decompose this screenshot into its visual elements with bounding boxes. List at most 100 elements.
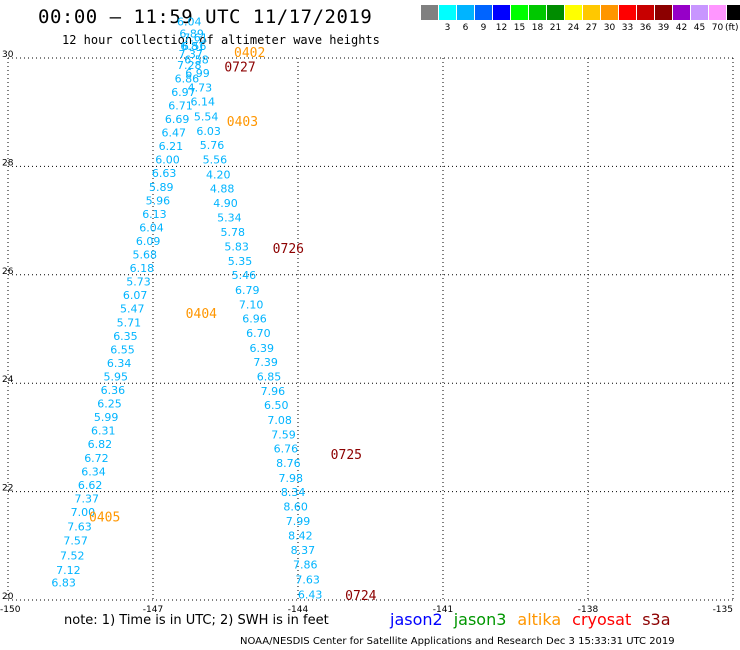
chart-title: 00:00 – 11:59 UTC 11/17/2019 bbox=[38, 6, 373, 28]
legend-swatch bbox=[637, 5, 654, 20]
pass-time-label: 0404 bbox=[186, 307, 217, 322]
wave-height-value: 5.46 bbox=[232, 269, 257, 282]
legend-swatch bbox=[421, 5, 438, 20]
wave-height-value: 6.04 bbox=[139, 221, 164, 234]
x-tick-label: -135 bbox=[713, 605, 733, 615]
satellite-jason3: jason3 bbox=[453, 610, 507, 629]
wave-height-value: 6.35 bbox=[113, 330, 138, 343]
wave-height-value: 7.99 bbox=[286, 515, 311, 528]
y-tick-label: 22 bbox=[2, 484, 13, 494]
wave-height-value: 7.08 bbox=[267, 414, 292, 427]
legend-label: 9 bbox=[480, 23, 487, 33]
chart-subtitle: 12 hour collection of altimeter wave hei… bbox=[62, 33, 380, 47]
pass-time-label: 0402 bbox=[234, 46, 265, 61]
satellite-s3a: s3a bbox=[642, 610, 671, 629]
legend-label: 24 bbox=[567, 23, 580, 33]
footer-credit: NOAA/NESDIS Center for Satellite Applica… bbox=[240, 636, 675, 647]
wave-height-value: 4.73 bbox=[188, 82, 213, 95]
legend-label: 12 bbox=[495, 23, 508, 33]
x-tick-label: -150 bbox=[0, 605, 21, 615]
wave-height-value: 7.52 bbox=[60, 549, 85, 562]
wave-height-value: 6.56 bbox=[182, 40, 207, 53]
wave-height-value: 6.43 bbox=[298, 588, 323, 601]
wave-height-value: 5.35 bbox=[228, 255, 253, 268]
wave-height-value: 7.00 bbox=[71, 506, 96, 519]
pass-time-label: 0726 bbox=[273, 242, 304, 257]
wave-height-value: 5.78 bbox=[221, 226, 246, 239]
wave-height-value: 4.20 bbox=[206, 168, 231, 181]
legend-label: 42 bbox=[675, 23, 688, 33]
legend-swatch bbox=[619, 5, 636, 20]
wave-height-value: 6.62 bbox=[78, 479, 103, 492]
wave-height-value: 5.68 bbox=[133, 249, 158, 262]
legend-label: 33 bbox=[621, 23, 634, 33]
wave-height-value: 6.85 bbox=[257, 370, 282, 383]
legend-swatch bbox=[439, 5, 456, 20]
legend-label: 6 bbox=[462, 23, 469, 33]
legend-swatch bbox=[511, 5, 528, 20]
legend-label: 27 bbox=[585, 23, 598, 33]
pass-time-label: 0403 bbox=[227, 115, 258, 130]
wave-height-value: 6.83 bbox=[51, 576, 76, 589]
wave-height-value: 6.03 bbox=[196, 125, 221, 138]
legend-swatch bbox=[709, 5, 726, 20]
wave-height-value: 5.56 bbox=[203, 154, 228, 167]
wave-height-value: 6.89 bbox=[179, 27, 204, 40]
legend-label: 70 bbox=[711, 23, 724, 33]
wave-height-value: 6.00 bbox=[155, 154, 180, 167]
x-tick-label: -147 bbox=[143, 605, 163, 615]
wave-height-value: 6.07 bbox=[123, 289, 148, 302]
wave-height-value: 5.83 bbox=[224, 240, 249, 253]
legend-swatch bbox=[565, 5, 582, 20]
wave-height-value: 7.98 bbox=[279, 472, 304, 485]
wave-height-value: 7.63 bbox=[295, 574, 320, 587]
legend-label: 3 bbox=[444, 23, 451, 33]
wave-height-value: 6.72 bbox=[84, 452, 109, 465]
wave-height-value: 6.99 bbox=[185, 67, 210, 80]
wave-height-value: 6.76 bbox=[274, 443, 299, 456]
satellite-legend: jason2 jason3 altika cryosat s3a bbox=[390, 610, 682, 629]
satellite-jason2: jason2 bbox=[390, 610, 443, 629]
wave-height-value: 6.86 bbox=[175, 72, 200, 85]
pass-time-label: 0727 bbox=[224, 61, 255, 76]
legend-swatch bbox=[475, 5, 492, 20]
y-tick-label: 20 bbox=[2, 592, 14, 602]
wave-height-value: 6.71 bbox=[168, 99, 193, 112]
wave-height-value: 6.55 bbox=[110, 343, 135, 356]
wave-height-value: 6.14 bbox=[191, 96, 216, 109]
wave-height-value: 6.18 bbox=[130, 262, 155, 275]
wave-height-value: 6.09 bbox=[136, 235, 161, 248]
wave-height-value: 5.71 bbox=[117, 316, 142, 329]
pass-time-label: 0724 bbox=[345, 589, 376, 604]
footer-note: note: 1) Time is in UTC; 2) SWH is in fe… bbox=[64, 613, 329, 628]
legend-label: 15 bbox=[513, 23, 526, 33]
wave-height-value: 6.39 bbox=[250, 342, 275, 355]
legend-swatch bbox=[547, 5, 564, 20]
wave-height-value: 8.42 bbox=[288, 529, 313, 542]
wave-height-value: 6.82 bbox=[88, 438, 113, 451]
wave-height-value: 6.69 bbox=[165, 113, 190, 126]
wave-height-value: 7.37 bbox=[75, 492, 100, 505]
legend-label: 39 bbox=[657, 23, 670, 33]
wave-height-value: 5.73 bbox=[126, 276, 151, 289]
wave-height-value: 4.88 bbox=[210, 182, 235, 195]
wave-height-value: 7.10 bbox=[239, 298, 264, 311]
wave-height-value: 6.79 bbox=[235, 284, 260, 297]
legend-swatch bbox=[493, 5, 510, 20]
x-tick-label: -138 bbox=[578, 605, 599, 615]
legend-swatch bbox=[529, 5, 546, 20]
wave-height-value: 6.31 bbox=[91, 425, 116, 438]
wave-height-value: 6.04 bbox=[177, 15, 202, 28]
legend-swatch bbox=[457, 5, 474, 20]
y-tick-label: 26 bbox=[2, 267, 14, 277]
wave-height-value: 6.97 bbox=[171, 86, 196, 99]
wave-height-value: 7.59 bbox=[271, 428, 296, 441]
wave-height-value: 6.58 bbox=[184, 53, 209, 66]
wave-height-value: 6.50 bbox=[264, 399, 289, 412]
wave-height-value: 7.57 bbox=[63, 535, 88, 548]
legend-label: 36 bbox=[639, 23, 652, 33]
pass-time-label: 0725 bbox=[331, 448, 362, 463]
y-tick-label: 28 bbox=[2, 158, 14, 168]
legend-label: 18 bbox=[531, 23, 544, 33]
